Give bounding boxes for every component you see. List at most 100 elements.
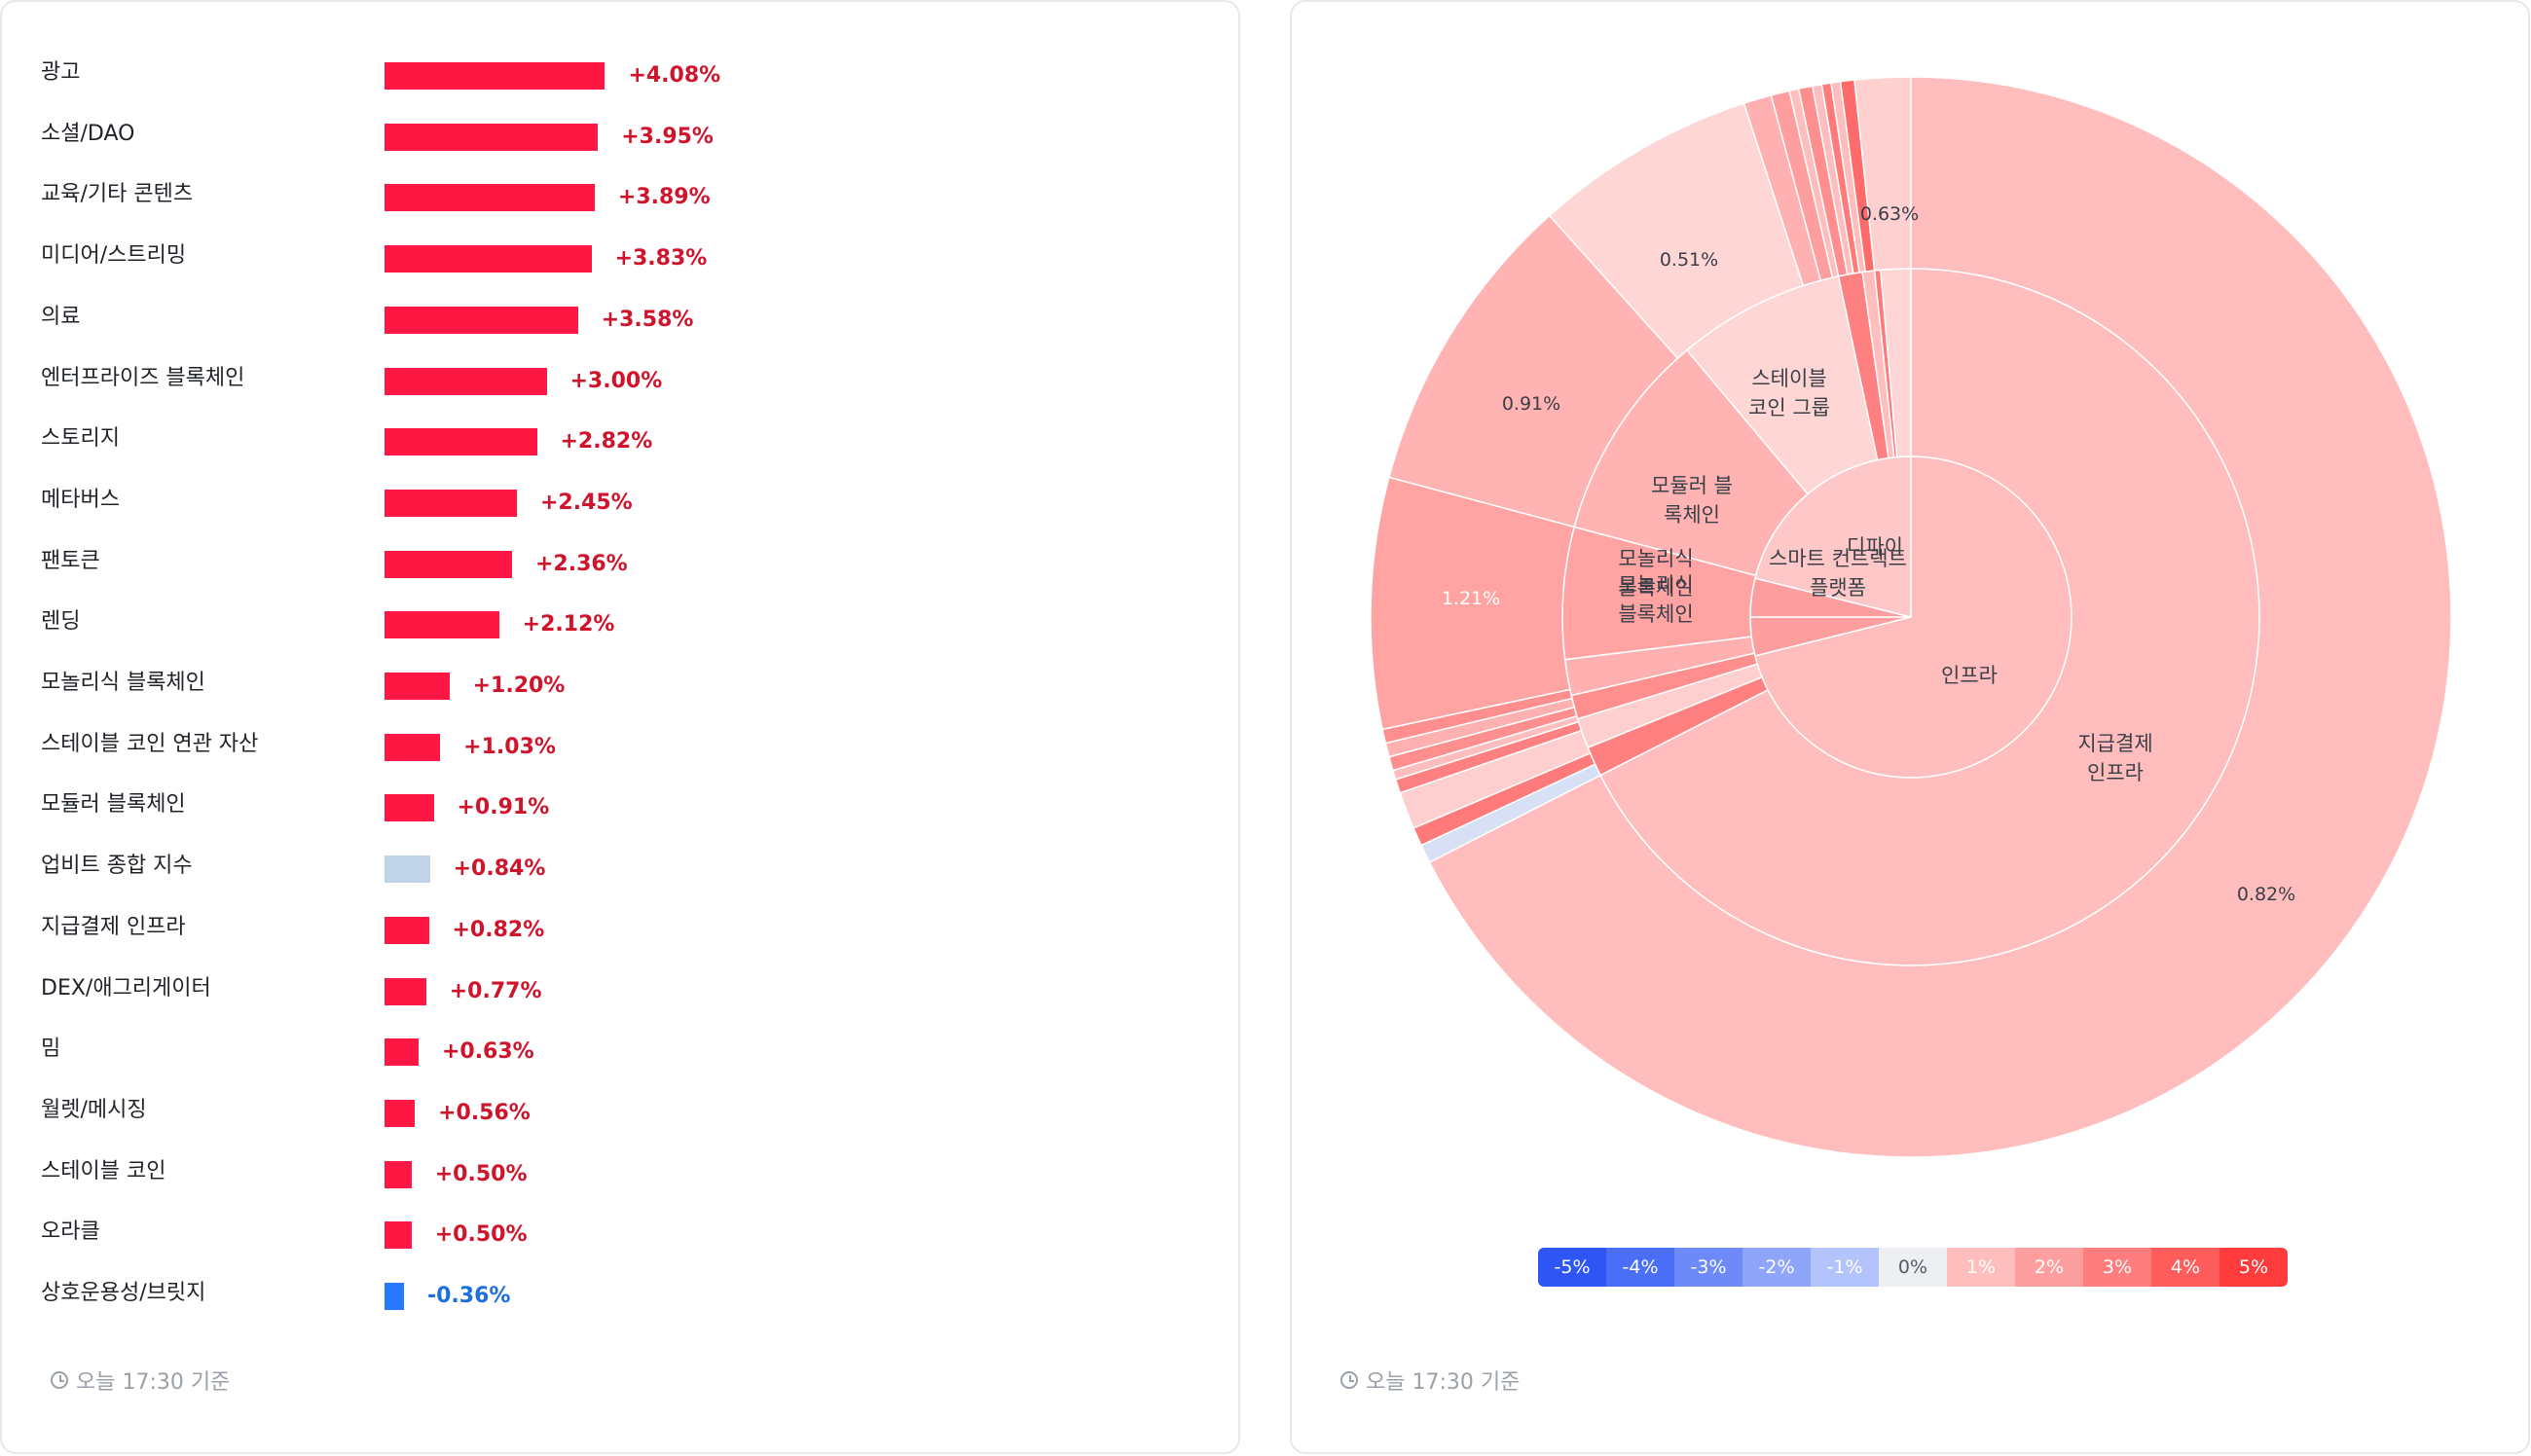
sunburst-outer-segment[interactable] (1853, 76, 1912, 272)
category-label: 엔터프라이즈 블록체인 (41, 365, 245, 390)
sector-sunburst-panel: 인프라 모놀리식 블록체인 스마트 컨트랙트 플랫폼 디파이 지급결제 인프라 모놀리식 블록체인… (1290, 0, 2530, 1454)
category-label: 모놀리식 블록체인 (41, 671, 205, 695)
value-label: +1.20% (472, 673, 566, 698)
value-label: -0.36% (426, 1284, 511, 1308)
bar-row: 교육/기타 콘텐츠 +3.89% (2, 175, 1238, 214)
sector-bar-chart-panel: 광고 +4.08% 소셜/DAO +3.95% 교육/기타 콘텐츠 +3.89% 미디어/스… (0, 0, 1240, 1454)
value-label: +0.82% (452, 917, 545, 942)
value-label: +2.45% (539, 490, 633, 515)
bar (385, 673, 450, 700)
category-label: 의료 (41, 304, 81, 329)
bar (385, 123, 599, 151)
value-label: +0.56% (438, 1100, 531, 1125)
sunburst-middle-label: 모듈러 블 록체인 (1651, 474, 1733, 527)
bar-row: 미디어/스트리밍 +3.83% (2, 237, 1238, 275)
bar (385, 794, 434, 822)
bar-row: 메타버스 +2.45% (2, 481, 1238, 520)
value-label: +0.50% (434, 1161, 528, 1186)
bar-row: 오라클 +0.50% (2, 1213, 1238, 1252)
category-label: 교육/기타 콘텐츠 (41, 182, 194, 207)
sunburst-outer-label: 0.82% (2237, 884, 2295, 905)
bar (385, 1099, 416, 1127)
bar (385, 733, 441, 761)
sunburst-inner-label: 인프라 (1941, 664, 1998, 687)
bar-row: 모듈러 블록체인 +0.91% (2, 785, 1238, 824)
color-scale-legend: -5% -4% -3% -2% -1% 0% 1% 2% 3% 4% 5% (1538, 1248, 2288, 1287)
value-label: +3.95% (621, 124, 714, 149)
sunburst-middle-label: 스테이블 코인 그룹 (1748, 367, 1830, 419)
bar-row: 월렛/메시징 +0.56% (2, 1091, 1238, 1130)
category-label: DEX/애그리게이터 (41, 975, 211, 1001)
bar (385, 184, 595, 212)
clock-icon (51, 1371, 68, 1389)
category-label: 스테이블 코인 연관 자산 (41, 731, 259, 756)
bar-row: 스테이블 코인 +0.50% (2, 1152, 1238, 1191)
bar (385, 245, 592, 273)
bar-row: 업비트 종합 지수 +0.84% (2, 847, 1238, 886)
bar-row: 엔터프라이즈 블록체인 +3.00% (2, 359, 1238, 398)
sunburst-outer-label: 0.51% (1660, 249, 1718, 271)
legend-cell: 4% (2151, 1248, 2219, 1287)
bar (385, 916, 429, 944)
bar (385, 977, 426, 1005)
legend-cell: -2% (1742, 1248, 1811, 1287)
legend-cell: -4% (1606, 1248, 1674, 1287)
bar-row: 렌딩 +2.12% (2, 602, 1238, 641)
category-label: 오라클 (41, 1219, 100, 1245)
category-label: 상호운용성/브릿지 (41, 1281, 206, 1305)
value-label: +4.08% (628, 63, 721, 88)
value-label: +3.83% (614, 246, 708, 272)
bar-row: 소셜/DAO +3.95% (2, 115, 1238, 154)
sunburst-inner-label: 스마트 컨트랙트 플랫폼 (1769, 547, 1907, 600)
bar-row: 상호운용성/브릿지 -0.36% (2, 1274, 1238, 1313)
value-label: +0.91% (457, 795, 550, 820)
category-label: 메타버스 (41, 487, 120, 512)
bar (385, 1160, 412, 1188)
bar (385, 428, 537, 456)
category-label: 월렛/메시징 (41, 1097, 147, 1122)
bar-row: 팬토큰 +2.36% (2, 542, 1238, 581)
legend-cell: -1% (1811, 1248, 1879, 1287)
value-label: +1.03% (463, 734, 556, 759)
bar-row: 광고 +4.08% (2, 54, 1238, 92)
category-label: 미디어/스트리밍 (41, 243, 187, 269)
category-label: 스토리지 (41, 426, 120, 452)
sunburst-middle-label: 지급결제 인프라 (2077, 732, 2152, 784)
sunburst-outer-label: 0.91% (1502, 393, 1560, 415)
bar (385, 1283, 404, 1310)
value-label: +3.00% (569, 368, 663, 393)
value-label: +3.58% (601, 307, 694, 332)
sunburst-outer-label: 0.63% (1860, 203, 1919, 225)
timestamp-text: 오늘 17:30 기준 (76, 1370, 231, 1395)
value-label: +0.77% (449, 978, 542, 1003)
bar-row: 모놀리식 블록체인 +1.20% (2, 664, 1238, 703)
category-label: 스테이블 코인 (41, 1158, 166, 1183)
value-label: +2.82% (560, 429, 653, 455)
category-label: 모듈러 블록체인 (41, 792, 186, 818)
timestamp-text-right: 오늘 17:30 기준 (1366, 1370, 1521, 1395)
value-label: +3.89% (617, 185, 711, 210)
category-label: 소셜/DAO (41, 121, 135, 146)
timestamp-footer: 오늘 17:30 기준 (51, 1365, 230, 1396)
legend-cell: 2% (2015, 1248, 2083, 1287)
bar (385, 62, 605, 90)
value-label: +0.50% (434, 1222, 528, 1248)
bar-row: 밈 +0.63% (2, 1030, 1238, 1069)
legend-cell: 5% (2219, 1248, 2288, 1287)
category-label: 업비트 종합 지수 (41, 854, 193, 879)
value-label: +0.84% (453, 856, 546, 882)
category-label: 지급결제 인프라 (41, 914, 186, 939)
sunburst-inner-label: 디파이 (1847, 535, 1903, 559)
bar-row: 스토리지 +2.82% (2, 419, 1238, 458)
category-label: 밈 (41, 1037, 61, 1062)
sunburst-outer-segment[interactable] (1428, 76, 2452, 1158)
bar (385, 306, 578, 334)
category-label: 팬토큰 (41, 548, 100, 573)
category-label: 렌딩 (41, 609, 81, 635)
sunburst-outer-label: 1.21% (1442, 588, 1500, 609)
legend-cell: 3% (2083, 1248, 2151, 1287)
sunburst-inner-label: 모놀리식 블록체인 (1618, 547, 1693, 600)
value-label: +2.12% (522, 612, 615, 637)
bar (385, 855, 430, 884)
